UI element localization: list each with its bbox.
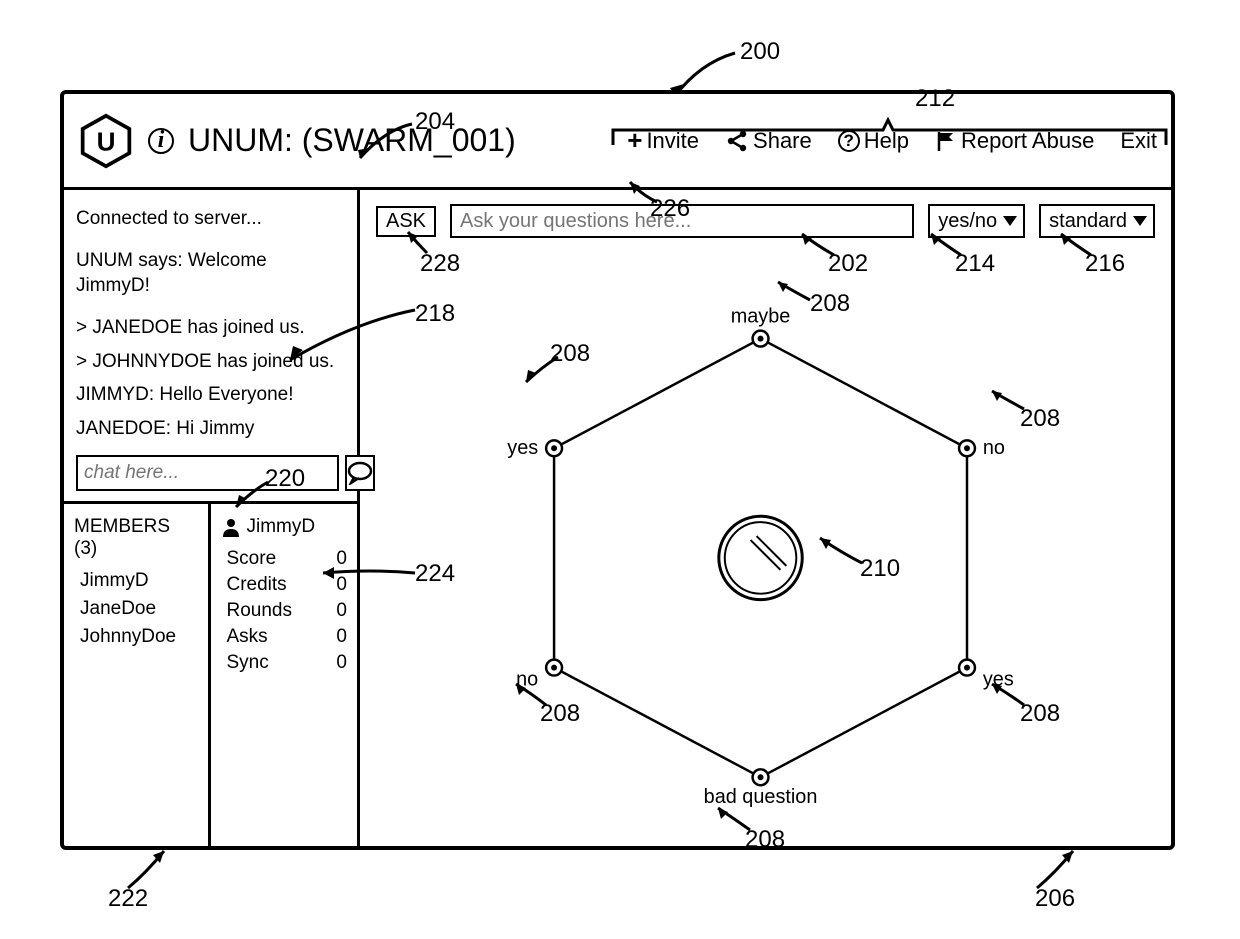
members-panel: MEMBERS (3) JimmyD JaneDoe JohnnyDoe xyxy=(64,504,211,846)
svg-text:maybe: maybe xyxy=(731,306,791,328)
svg-text:U: U xyxy=(97,126,116,156)
svg-text:no: no xyxy=(983,437,1005,459)
callout-208: 208 xyxy=(540,700,580,728)
callout-214: 214 xyxy=(955,250,995,278)
stat-row: Sync 0 xyxy=(227,652,348,674)
callout-222: 222 xyxy=(108,885,148,913)
app-window: U i UNUM: (SWARM_001) + Invite Share ? xyxy=(60,90,1175,850)
callout-208: 208 xyxy=(1020,405,1060,433)
left-column: Connected to server... UNUM says: Welcom… xyxy=(64,190,360,846)
question-row: ASK yes/no standard xyxy=(376,204,1155,238)
member-item[interactable]: JaneDoe xyxy=(80,598,198,620)
svg-text:yes: yes xyxy=(507,437,538,459)
member-item[interactable]: JohnnyDoe xyxy=(80,626,198,648)
stat-value: 0 xyxy=(336,600,347,622)
callout-208: 208 xyxy=(745,826,785,854)
hexagon-svg: maybenoyesbad questionnoyes xyxy=(360,250,1171,846)
stat-row: Rounds 0 xyxy=(227,600,348,622)
member-item[interactable]: JimmyD xyxy=(80,570,198,592)
callout-220: 220 xyxy=(265,465,305,493)
callout-216: 216 xyxy=(1085,250,1125,278)
chevron-down-icon xyxy=(1133,216,1147,226)
chat-line: Connected to server... xyxy=(76,206,345,232)
chat-line: UNUM says: Welcome JimmyD! xyxy=(76,248,345,299)
callout-212: 212 xyxy=(915,85,955,113)
hexagon-stage[interactable]: maybenoyesbad questionnoyes xyxy=(360,250,1171,846)
members-title: MEMBERS (3) xyxy=(74,516,198,560)
stat-label: Rounds xyxy=(227,600,293,622)
callout-228: 228 xyxy=(420,250,460,278)
main-area: ASK yes/no standard maybenoyesbad questi… xyxy=(360,190,1171,846)
callout-206: 206 xyxy=(1035,885,1075,913)
callout-bracket-212 xyxy=(608,100,1173,150)
stat-row: Asks 0 xyxy=(227,626,348,648)
callout-200: 200 xyxy=(740,38,780,66)
callout-226: 226 xyxy=(650,195,690,223)
callout-224: 224 xyxy=(415,560,455,588)
callout-text: 212 xyxy=(915,85,955,112)
logo-hexagon: U xyxy=(78,113,134,169)
callout-208: 208 xyxy=(810,290,850,318)
stat-label: Score xyxy=(227,548,277,570)
info-icon[interactable]: i xyxy=(148,128,174,154)
chat-line: JANEDOE: Hi Jimmy xyxy=(76,416,345,442)
stats-user: JimmyD xyxy=(221,516,348,538)
stat-value: 0 xyxy=(336,626,347,648)
user-icon xyxy=(221,517,241,537)
stats-panel: JimmyD Score 0 Credits 0 Rounds 0 Asks 0 Syn… xyxy=(211,504,358,846)
callout-208: 208 xyxy=(550,340,590,368)
callout-202: 202 xyxy=(828,250,868,278)
chevron-down-icon xyxy=(1003,216,1017,226)
stat-label: Asks xyxy=(227,626,268,648)
stat-value: 0 xyxy=(336,652,347,674)
callout-204: 204 xyxy=(415,108,455,136)
callout-210: 210 xyxy=(860,555,900,583)
stat-label: Credits xyxy=(227,574,287,596)
chat-line: JIMMYD: Hello Everyone! xyxy=(76,382,345,408)
stats-username: JimmyD xyxy=(247,516,316,538)
callout-208: 208 xyxy=(1020,700,1060,728)
stat-label: Sync xyxy=(227,652,269,674)
callout-218: 218 xyxy=(415,300,455,328)
